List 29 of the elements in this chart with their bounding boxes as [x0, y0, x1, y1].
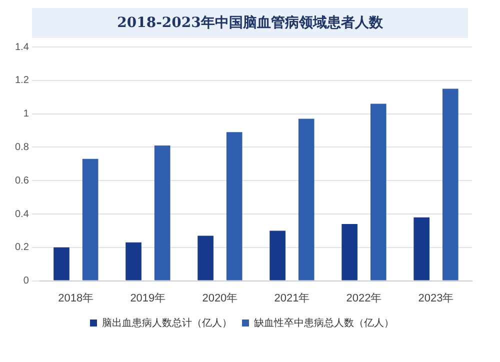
bar — [270, 230, 286, 280]
y-tick-label: 1.4 — [14, 42, 30, 53]
bar — [298, 118, 314, 280]
y-tick-label: 0 — [23, 276, 30, 287]
bar — [54, 247, 70, 280]
x-tick-label: 2018年 — [58, 292, 94, 304]
x-tick-label: 2020年 — [202, 292, 238, 304]
bar — [126, 242, 142, 280]
bar — [198, 236, 214, 280]
bar — [442, 88, 458, 280]
y-tick-label: 0.6 — [14, 175, 30, 186]
y-tick-label: 1 — [23, 108, 30, 120]
bar — [154, 146, 170, 280]
y-tick-label: 0.4 — [14, 208, 30, 220]
y-tick-label: 0.2 — [14, 242, 30, 254]
chart-title: 2018-2023年中国脑血管病领域患者人数 — [32, 8, 468, 38]
bar — [82, 158, 98, 280]
bar — [414, 217, 430, 280]
bar — [370, 104, 386, 280]
x-tick-label: 2021年 — [274, 292, 310, 304]
legend-label: 脑出血患病人数总计（亿人） — [102, 316, 232, 329]
bar — [226, 132, 242, 280]
y-tick-label: 1.2 — [14, 75, 30, 86]
x-tick-label: 2019年 — [130, 292, 166, 304]
x-tick-label: 2022年 — [346, 292, 382, 304]
y-tick-label: 0.8 — [14, 142, 30, 153]
x-tick-label: 2023年 — [418, 292, 454, 304]
legend-label: 缺血性卒中患病总人数（亿人） — [254, 316, 394, 329]
bar — [342, 224, 358, 280]
